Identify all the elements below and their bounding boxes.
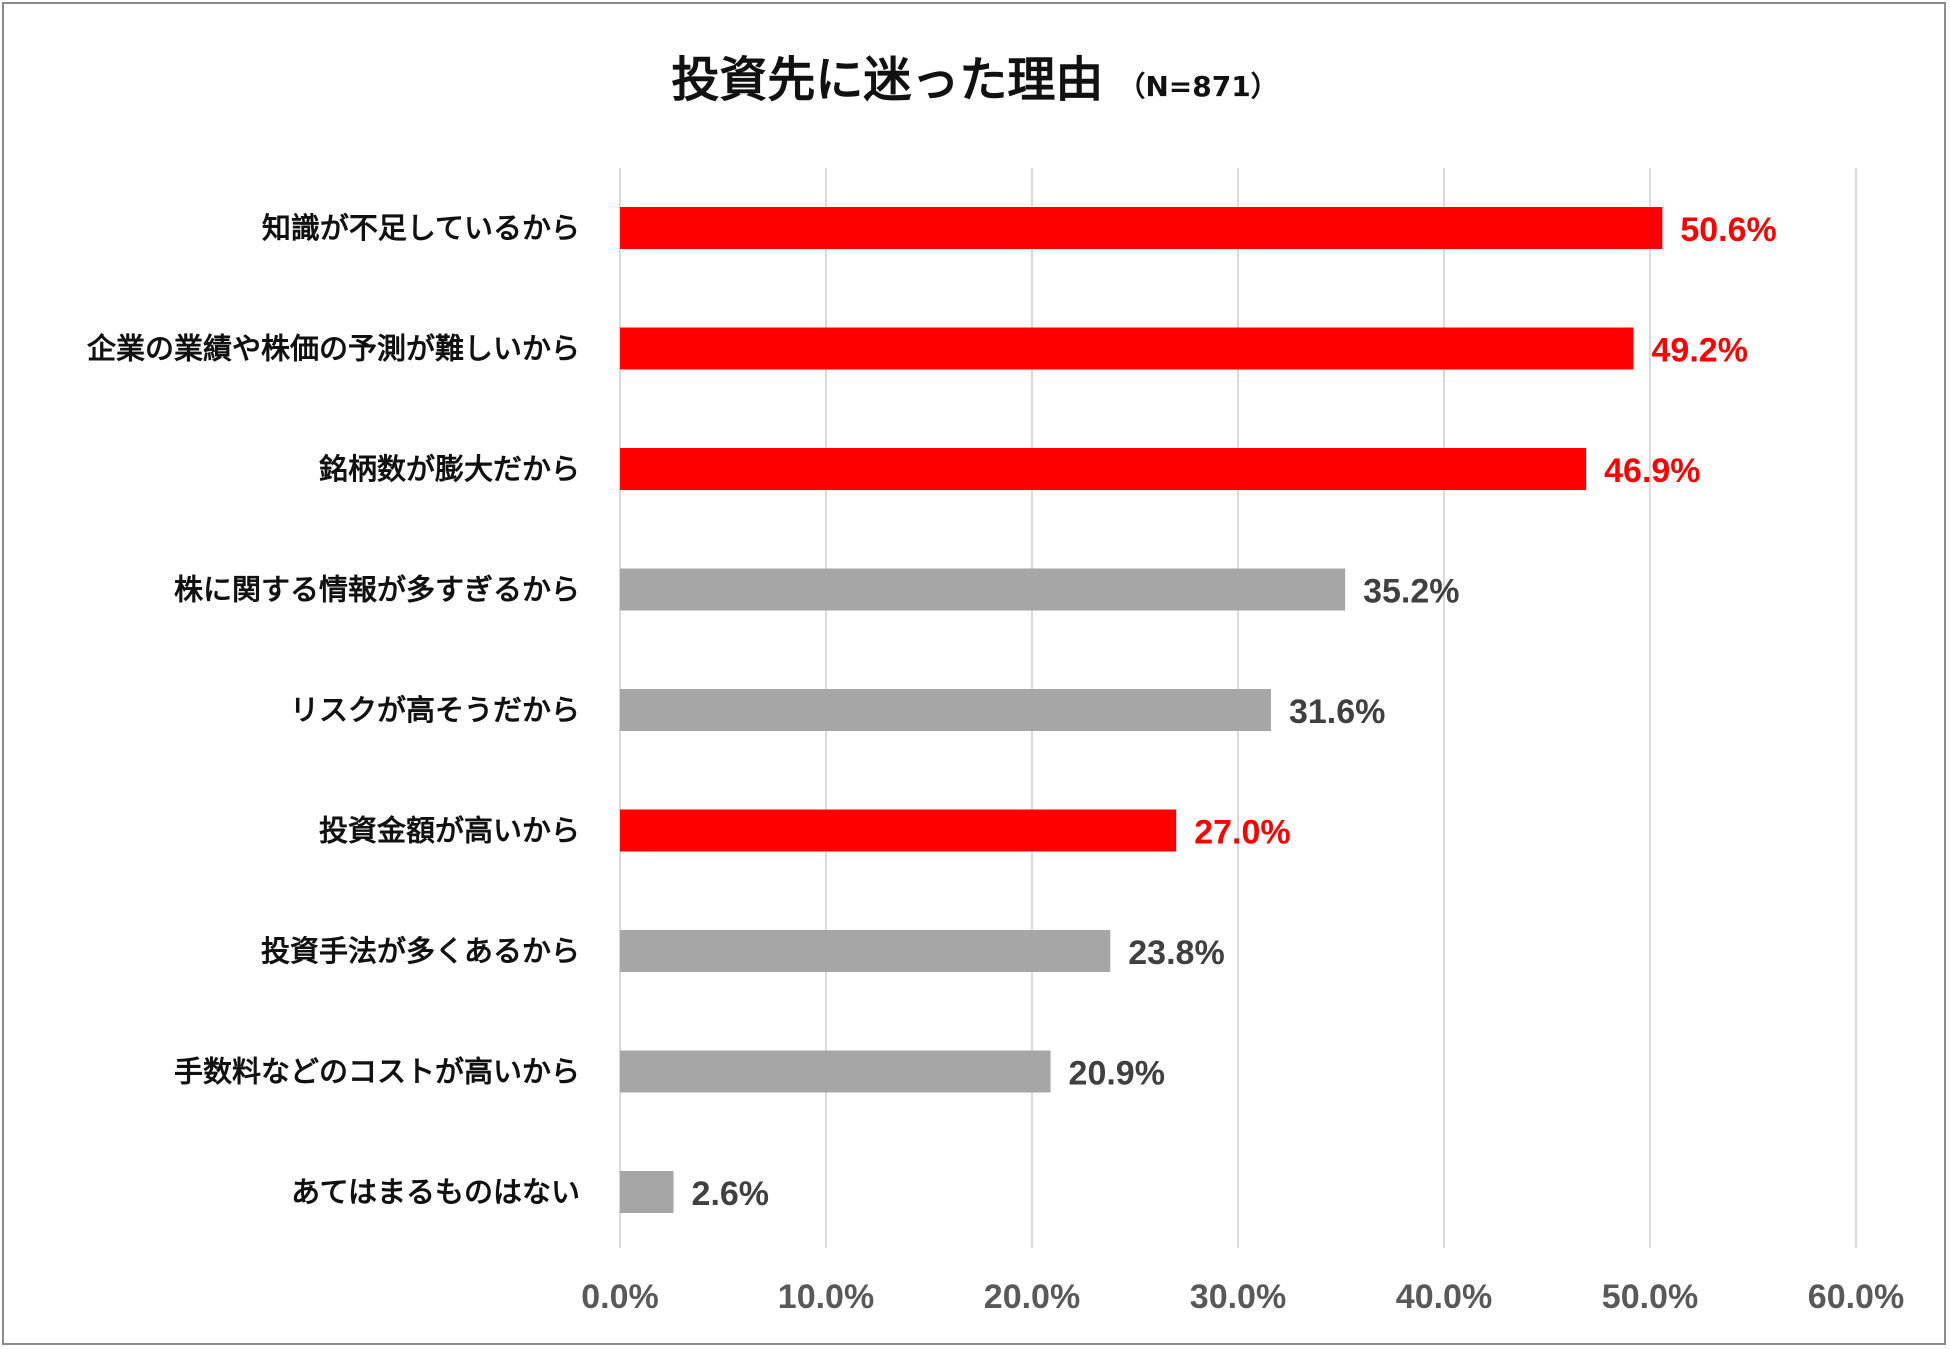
x-axis-tick-labels: 0.0% 10.0% 20.0% 30.0% 40.0% 50.0% 60.0% bbox=[581, 1278, 1904, 1316]
chart-title: 投資先に迷った理由 bbox=[671, 52, 1104, 108]
bar bbox=[620, 689, 1271, 731]
category-label: 投資手法が多くあるから bbox=[261, 934, 580, 968]
data-label: 2.6% bbox=[692, 1175, 770, 1213]
bar bbox=[620, 1171, 674, 1213]
bar bbox=[620, 568, 1346, 611]
bar bbox=[620, 448, 1587, 490]
x-tick-label: 0.0% bbox=[581, 1278, 659, 1316]
bar bbox=[620, 1050, 1051, 1093]
x-tick-label: 30.0% bbox=[1190, 1278, 1286, 1316]
bar bbox=[620, 809, 1177, 852]
category-labels: 知識が不足しているから企業の業績や株価の予測が難しいから銘柄数が膨大だから株に関… bbox=[87, 211, 580, 1209]
category-label: 投資金額が高いから bbox=[319, 814, 580, 848]
data-label: 35.2% bbox=[1363, 573, 1459, 611]
bar bbox=[620, 207, 1663, 249]
category-label: 銘柄数が膨大だから bbox=[319, 452, 580, 486]
data-label: 49.2% bbox=[1652, 332, 1748, 370]
value-labels: 50.6% 49.2% 46.9% 35.2% 31.6% 27.0% 23.8% 20.9%… bbox=[692, 211, 1777, 1213]
category-label: 企業の業績や株価の予測が難しいから bbox=[87, 332, 580, 366]
data-label: 20.9% bbox=[1069, 1055, 1165, 1093]
category-label: 知識が不足しているから bbox=[262, 211, 580, 245]
data-label: 46.9% bbox=[1604, 452, 1700, 490]
chart-title-block: 投資先に迷った理由 （N=871） bbox=[0, 40, 1950, 110]
bar bbox=[620, 930, 1111, 972]
data-label: 31.6% bbox=[1289, 693, 1385, 731]
data-label: 27.0% bbox=[1194, 814, 1290, 852]
data-label: 50.6% bbox=[1680, 211, 1776, 249]
chart-subtitle: （N=871） bbox=[1117, 70, 1279, 103]
bars bbox=[620, 207, 1663, 1213]
bar bbox=[620, 327, 1634, 370]
x-tick-label: 10.0% bbox=[778, 1278, 874, 1316]
data-label: 23.8% bbox=[1128, 934, 1224, 972]
x-tick-label: 60.0% bbox=[1808, 1278, 1904, 1316]
category-label: 手数料などのコストが高いから bbox=[174, 1055, 580, 1089]
category-label: 株に関する情報が多すぎるから bbox=[174, 573, 580, 607]
category-label: あてはまるものはない bbox=[291, 1175, 580, 1209]
x-tick-label: 20.0% bbox=[984, 1278, 1080, 1316]
category-label: リスクが高そうだから bbox=[290, 693, 580, 727]
x-tick-label: 50.0% bbox=[1602, 1278, 1698, 1316]
x-tick-label: 40.0% bbox=[1396, 1278, 1492, 1316]
